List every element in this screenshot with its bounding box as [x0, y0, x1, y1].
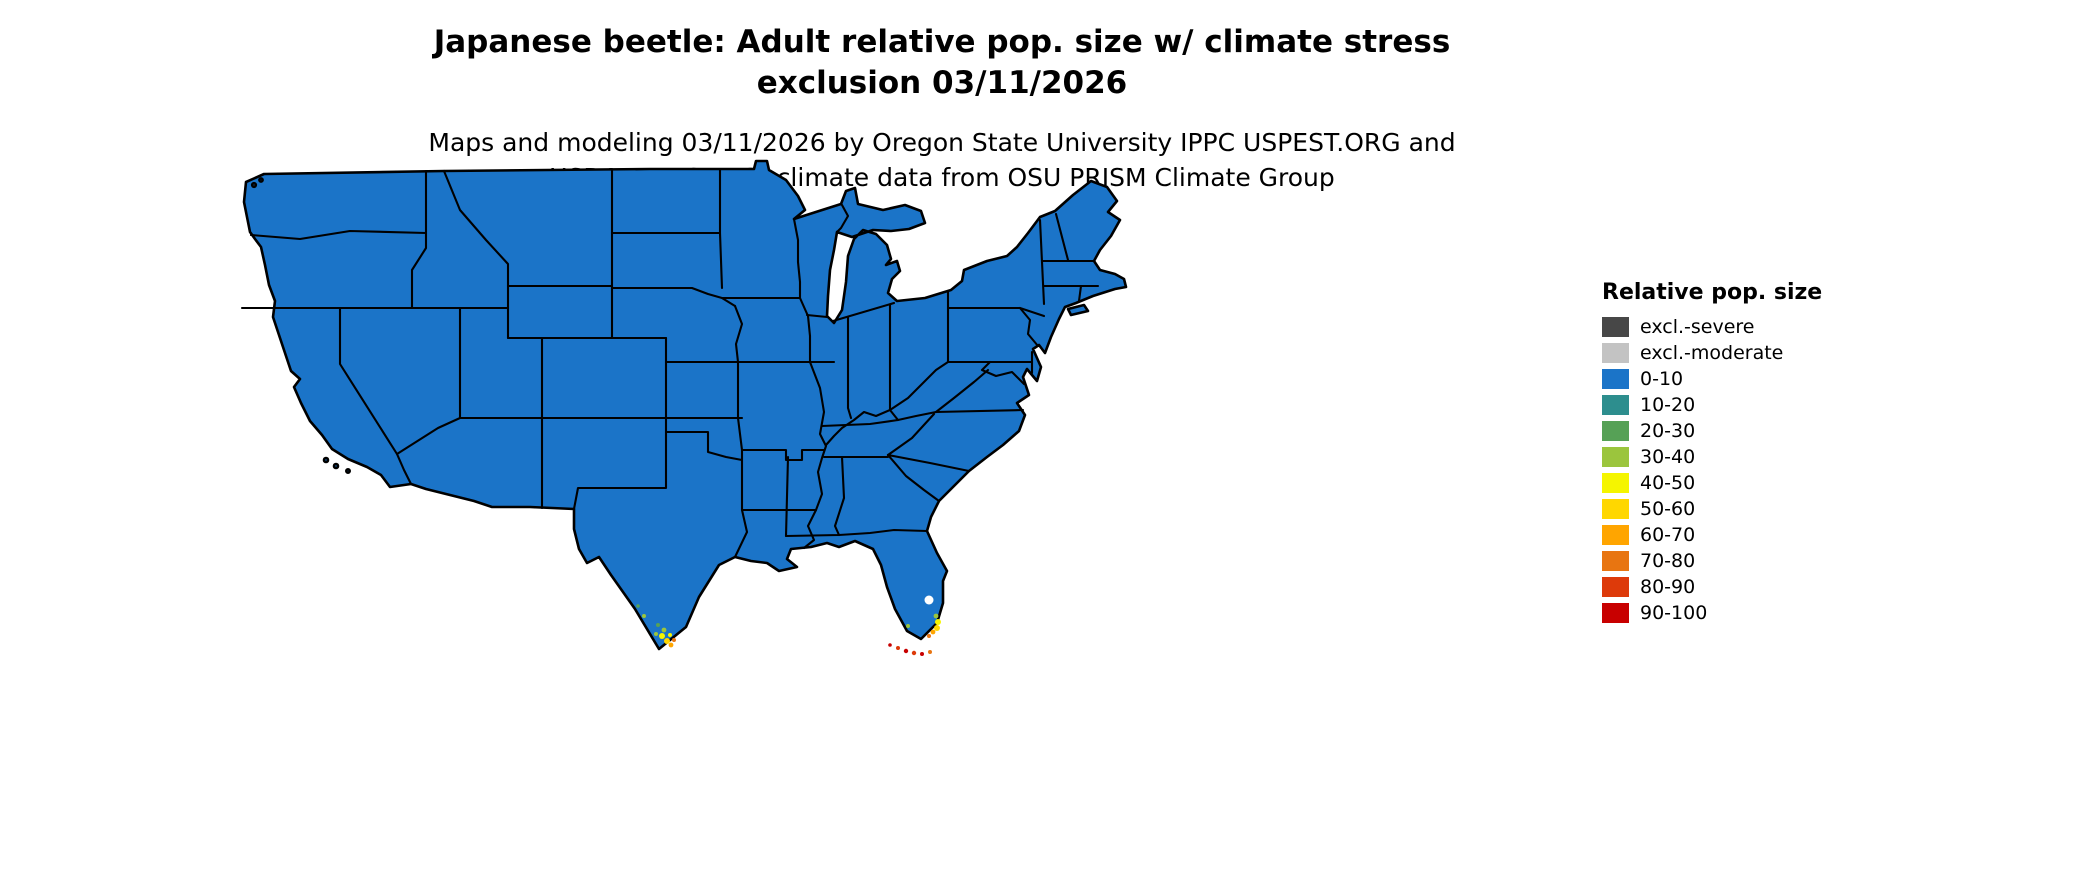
legend-swatch	[1602, 499, 1629, 519]
long-island	[1066, 303, 1090, 317]
channel-island	[345, 467, 352, 474]
legend-item: 40-50	[1602, 472, 1822, 494]
state-borders	[240, 167, 1100, 559]
legend-swatch	[1602, 395, 1629, 415]
legend-swatch	[1602, 447, 1629, 467]
lake-okeechobee	[924, 595, 934, 605]
hotspot-dot	[654, 632, 658, 636]
hotspot-dot	[896, 646, 900, 650]
legend-item: excl.-severe	[1602, 316, 1822, 338]
legend-swatch	[1602, 343, 1629, 363]
legend-swatch	[1602, 369, 1629, 389]
legend-item: 80-90	[1602, 576, 1822, 598]
hotspot-dot	[659, 633, 665, 639]
map-title-line-1: Japanese beetle: Adult relative pop. siz…	[433, 24, 1451, 60]
legend-item: 90-100	[1602, 602, 1822, 624]
legend-swatch	[1602, 525, 1629, 545]
map-subtitle-line-1: Maps and modeling 03/11/2026 by Oregon S…	[428, 127, 1456, 157]
hotspot-dot	[664, 638, 670, 644]
legend-label: excl.-severe	[1640, 316, 1755, 338]
conus-outline	[242, 159, 1128, 651]
legend-label: 10-20	[1640, 394, 1696, 416]
hotspot-dot	[642, 614, 646, 618]
channel-island	[322, 456, 330, 464]
legend-swatch	[1602, 473, 1629, 493]
hotspot-dot	[903, 648, 909, 654]
map-legend: Relative pop. size excl.-severe excl.-mod…	[1602, 280, 1822, 629]
hotspot-dot	[668, 633, 672, 637]
population-hotspots	[636, 604, 941, 656]
hotspot-dot	[935, 619, 941, 625]
legend-label: 20-30	[1640, 420, 1696, 442]
hotspot-dot	[911, 650, 917, 656]
hotspot-dot	[933, 613, 939, 619]
us-map	[230, 158, 1150, 670]
hotspot-dot	[656, 623, 660, 627]
hotspot-dot	[661, 627, 667, 633]
puget-island	[258, 177, 264, 183]
legend-label: 70-80	[1640, 550, 1696, 572]
legend-item: 30-40	[1602, 446, 1822, 468]
legend-swatch	[1602, 421, 1629, 441]
legend-swatch	[1602, 603, 1629, 623]
hotspot-dot	[927, 634, 931, 638]
hotspot-dot	[672, 638, 676, 642]
legend-item: 0-10	[1602, 368, 1822, 390]
legend-label: 80-90	[1640, 576, 1696, 598]
hotspot-dot	[934, 625, 940, 631]
legend-rows: excl.-severe excl.-moderate 0-10 10-20 20-30…	[1602, 316, 1822, 624]
hotspot-dot	[888, 643, 892, 647]
legend-item: 60-70	[1602, 524, 1822, 546]
legend-swatch	[1602, 577, 1629, 597]
legend-label: 30-40	[1640, 446, 1696, 468]
legend-label: 60-70	[1640, 524, 1696, 546]
hotspot-dot	[668, 642, 674, 648]
legend-label: 50-60	[1640, 498, 1696, 520]
hotspot-dot	[636, 604, 640, 608]
hotspot-dot	[920, 652, 924, 656]
legend-swatch	[1602, 317, 1629, 337]
puget-island	[250, 181, 258, 189]
map-title-line-2: exclusion 03/11/2026	[756, 64, 1128, 101]
legend-title: Relative pop. size	[1602, 280, 1823, 305]
legend-item: 70-80	[1602, 550, 1822, 572]
legend-item: 10-20	[1602, 394, 1822, 416]
legend-label: 40-50	[1640, 472, 1696, 494]
legend-item: 20-30	[1602, 420, 1822, 442]
legend-item: excl.-moderate	[1602, 342, 1822, 364]
hotspot-dot	[928, 650, 932, 654]
hotspot-dot	[906, 624, 910, 628]
legend-label: excl.-moderate	[1640, 342, 1784, 364]
legend-label: 90-100	[1640, 602, 1708, 624]
legend-item: 50-60	[1602, 498, 1822, 520]
hotspot-dot	[930, 629, 936, 635]
legend-swatch	[1602, 551, 1629, 571]
us-map-svg	[240, 159, 1128, 656]
legend-label: 0-10	[1640, 368, 1684, 390]
channel-island	[332, 462, 340, 470]
coastal-islands	[250, 177, 1090, 474]
